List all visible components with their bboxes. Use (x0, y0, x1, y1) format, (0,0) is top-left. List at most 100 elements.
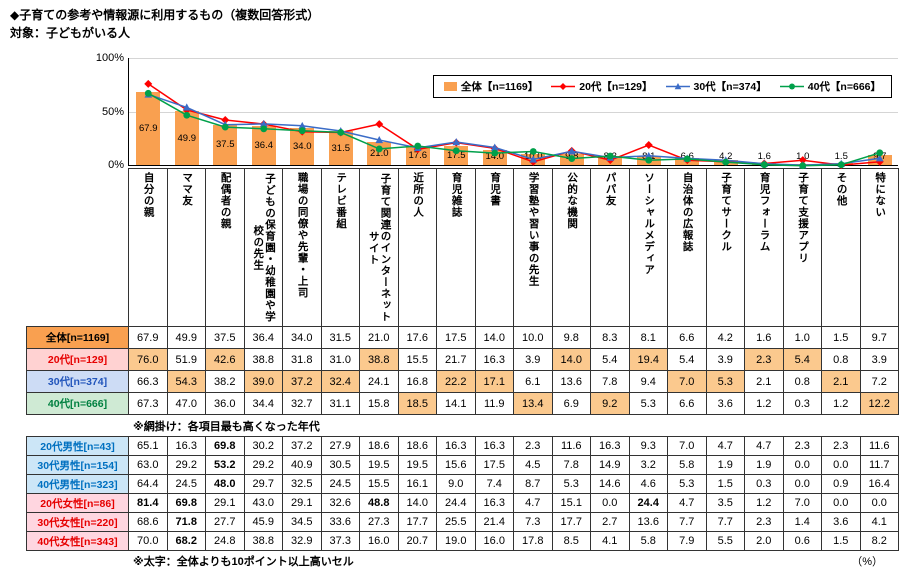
value-cell: 24.1 (359, 370, 399, 393)
value-cell: 7.0 (782, 493, 822, 513)
table-row: 20代男性[n=43] 65.1 16.3 69.8 30.2 37.2 27.9 18.6 1… (26, 436, 899, 456)
value-cell: 4.6 (628, 474, 668, 494)
value-cell: 54.3 (166, 370, 206, 393)
row-header: 40代[n=666] (26, 392, 129, 415)
value-cell: 2.7 (590, 512, 630, 532)
bar-value-label: 1.0 (796, 150, 810, 162)
bar-value-label: 36.4 (254, 139, 274, 151)
value-cell: 0.6 (782, 531, 822, 551)
value-cell: 5.4 (590, 348, 630, 371)
value-cell: 5.4 (667, 348, 707, 371)
value-cell: 38.2 (205, 370, 245, 393)
value-cell: 4.7 (667, 493, 707, 513)
value-cell: 66.3 (128, 370, 168, 393)
value-cell: 13.6 (551, 370, 591, 393)
circle-marker-icon (876, 149, 884, 157)
value-cell: 14.1 (436, 392, 476, 415)
value-cell: 15.1 (551, 493, 591, 513)
value-cell: 19.0 (436, 531, 476, 551)
value-cell: 0.0 (782, 455, 822, 475)
circle-marker-icon (788, 83, 795, 90)
value-cell: 7.8 (590, 370, 630, 393)
legend-bar-swatch-icon (443, 82, 457, 91)
value-cell: 2.3 (821, 436, 861, 456)
value-cell: 15.5 (397, 348, 437, 371)
category-header: 学習塾や習い事の先生 (513, 168, 553, 327)
value-cell: 1.5 (705, 474, 745, 494)
value-cell: 9.7 (859, 326, 899, 349)
value-cell: 42.6 (205, 348, 245, 371)
value-cell: 16.1 (397, 474, 437, 494)
value-cell: 40.9 (282, 455, 322, 475)
diamond-marker-icon (875, 157, 884, 166)
value-cell: 0.0 (859, 493, 899, 513)
table-row: 30代男性[n=154] 63.0 29.2 53.2 29.2 40.9 30.5 19.5… (26, 455, 899, 475)
value-cell: 0.0 (782, 474, 822, 494)
value-cell: 81.4 (128, 493, 168, 513)
value-cell: 7.7 (705, 512, 745, 532)
value-cell: 27.3 (359, 512, 399, 532)
category-header: 子どもの保育園・幼稚園や学校の先生 (243, 168, 283, 327)
value-cell: 37.3 (320, 531, 360, 551)
row-header: 20代[n=129] (26, 348, 129, 371)
value-cell: 4.7 (705, 436, 745, 456)
value-cell: 24.4 (628, 493, 668, 513)
triangle-marker-icon (529, 155, 538, 163)
value-cell: 7.2 (859, 370, 899, 393)
value-cell: 2.1 (744, 370, 784, 393)
value-cell: 11.9 (474, 392, 514, 415)
triangle-marker-icon (875, 154, 884, 162)
value-cell: 17.5 (474, 455, 514, 475)
bar-value-label: 1.5 (834, 150, 848, 162)
legend-item: 30代【n=374】 (665, 79, 767, 94)
value-cell: 68.2 (166, 531, 206, 551)
value-cell: 3.6 (821, 512, 861, 532)
circle-marker-icon (529, 148, 537, 155)
value-cell: 3.9 (513, 348, 553, 371)
value-cell: 71.8 (166, 512, 206, 532)
value-cell: 17.8 (513, 531, 553, 551)
value-cell: 30.5 (320, 455, 360, 475)
category-header: 子育て支援アプリ (782, 168, 822, 327)
value-cell: 32.6 (320, 493, 360, 513)
value-cell: 1.5 (821, 531, 861, 551)
circle-marker-icon (452, 147, 460, 155)
value-cell: 19.5 (397, 455, 437, 475)
circle-marker-icon (760, 161, 768, 169)
value-cell: 0.8 (782, 370, 822, 393)
value-cell: 9.4 (628, 370, 668, 393)
legend-line-swatch-icon (665, 83, 690, 90)
diamond-marker-icon (375, 120, 384, 129)
value-cell: 16.0 (474, 531, 514, 551)
value-cell: 68.6 (128, 512, 168, 532)
category-header: 子育てサークル (705, 168, 745, 327)
triangle-marker-icon (298, 121, 307, 130)
category-header: ソーシャルメディア (628, 168, 668, 327)
circle-marker-icon (183, 111, 191, 119)
page-subtitle: 対象：子どもがいる人 (10, 26, 131, 40)
row-header: 全体[n=1169] (26, 326, 129, 349)
chart-plot: 全体【n=1169】 20代【n=129】 30代【n=374】 40代【n=666】… (128, 58, 898, 170)
value-cell: 65.1 (128, 436, 168, 456)
value-cell: 16.3 (166, 436, 206, 456)
value-cell: 29.2 (166, 455, 206, 475)
value-cell: 18.6 (359, 436, 399, 456)
value-cell: 4.1 (590, 531, 630, 551)
triangle-marker-icon (644, 151, 653, 160)
value-cell: 48.0 (205, 474, 245, 494)
circle-marker-icon (568, 155, 576, 162)
value-cell: 31.1 (320, 392, 360, 415)
circle-marker-icon (799, 162, 807, 170)
value-cell: 15.5 (359, 474, 399, 494)
value-cell: 27.7 (205, 512, 245, 532)
value-cell: 0.0 (821, 455, 861, 475)
value-cell: 1.2 (744, 493, 784, 513)
value-cell: 25.5 (436, 512, 476, 532)
category-header: 育児書 (474, 168, 514, 327)
value-cell: 31.8 (282, 348, 322, 371)
value-cell: 19.5 (359, 455, 399, 475)
row-header: 30代男性[n=154] (26, 455, 129, 475)
category-header: 自治体の広報誌 (667, 168, 707, 327)
value-cell: 7.0 (667, 436, 707, 456)
triangle-marker-icon (567, 147, 576, 155)
